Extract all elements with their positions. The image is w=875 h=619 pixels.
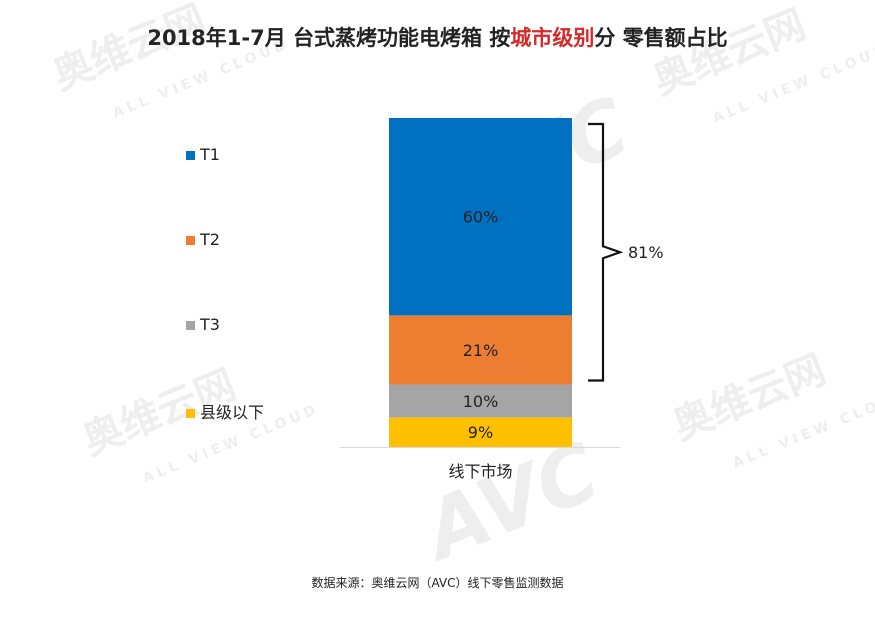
data-label-county: 9% — [468, 423, 493, 442]
watermark-logo-1: AVC — [407, 425, 612, 580]
chart-title: 2018年1-7月 台式蒸烤功能电烤箱 按城市级别分 零售额占比 — [0, 22, 875, 52]
bar-segment-t1 — [389, 118, 572, 316]
legend-swatch-t3 — [186, 321, 195, 330]
bracket-annotation: 81% — [588, 122, 664, 382]
bar-group: 9% 10% 21% 60% — [389, 118, 572, 447]
annotation-label: 81% — [628, 243, 664, 262]
data-label-t3: 10% — [463, 392, 499, 411]
legend-swatch-t2 — [186, 236, 195, 245]
data-label-t1: 60% — [463, 208, 499, 227]
title-highlight: 城市级别 — [510, 26, 595, 50]
legend-swatch-county — [186, 409, 195, 418]
data-label-t2: 21% — [463, 341, 499, 360]
title-part1: 2018年1-7月 台式蒸烤功能电烤箱 按 — [147, 26, 511, 50]
bar-segment-t3 — [389, 384, 572, 418]
legend-label-county: 县级以下 — [200, 403, 264, 422]
x-axis: 线下市场 — [340, 447, 620, 481]
bracket — [588, 122, 624, 382]
title-part2: 分 零售额占比 — [594, 26, 728, 50]
legend-swatch-t1 — [186, 151, 195, 160]
legend-label-t3: T3 — [199, 315, 220, 334]
bar-segment-t2 — [389, 315, 572, 385]
x-tick-label: 线下市场 — [448, 462, 512, 481]
legend: T1 T2 T3 县级以下 — [186, 145, 264, 422]
bar-segment-county — [389, 417, 572, 447]
data-source-note: 数据来源：奥维云网（AVC）线下零售监测数据 — [311, 576, 564, 590]
legend-label-t2: T2 — [199, 230, 220, 249]
legend-label-t1: T1 — [199, 145, 220, 164]
